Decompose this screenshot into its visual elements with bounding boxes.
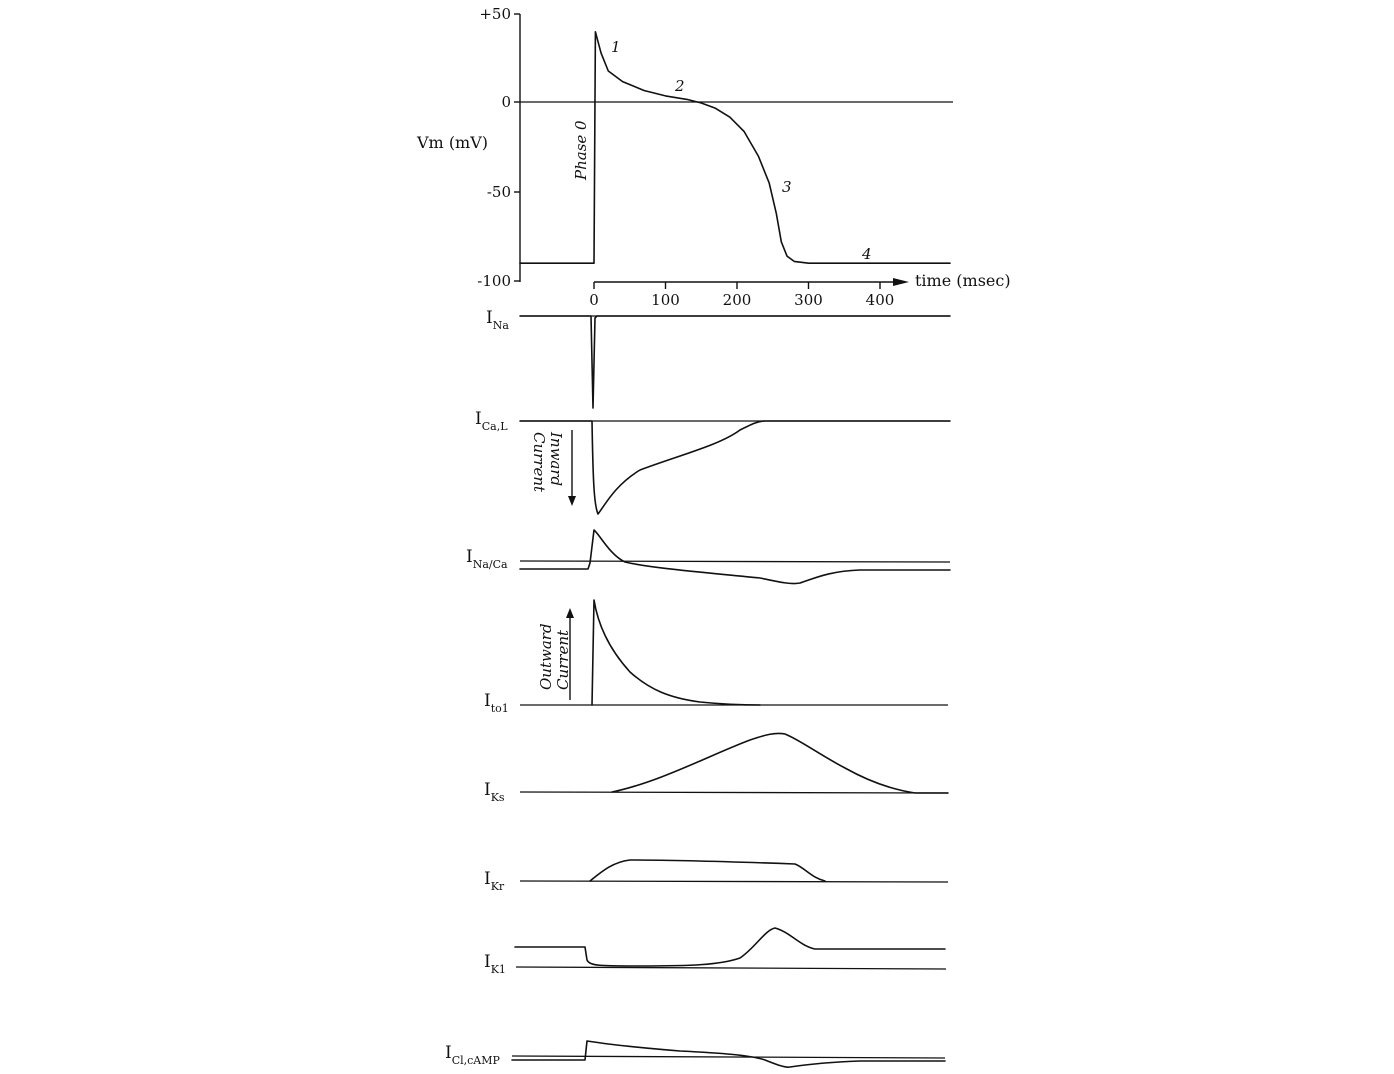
ina-trace [519, 315, 951, 409]
action-potential-trace [519, 31, 951, 264]
x-tick-label: 200 [723, 291, 752, 309]
ik1-trace [514, 927, 946, 967]
ito1-trace [591, 599, 761, 706]
current-label-iks: IKs [484, 780, 505, 804]
x-tick-label: 400 [866, 291, 895, 309]
iks-baseline [519, 791, 949, 794]
x-axis-label: time (msec) [915, 271, 1011, 290]
iclcamp-baseline [511, 1055, 946, 1059]
ap-panel: +50 0 -50 -100 Vm (mV) Phase 0 1 2 3 4 0… [416, 5, 1011, 309]
y-axis-label: Vm (mV) [416, 133, 488, 152]
current-label-ito1: Ito1 [484, 691, 509, 715]
phase-2-label: 2 [674, 77, 685, 95]
y-tick-label: 0 [501, 93, 511, 111]
current-label-ikr: IKr [484, 869, 505, 893]
iks-trace [611, 732, 949, 794]
outward-arrow-head [566, 608, 574, 618]
y-tick-label: -50 [487, 183, 511, 201]
y-tick-label: +50 [479, 5, 511, 23]
currents-panel: INa ICa,L Inward Current INa/Ca Outward … [445, 308, 951, 1068]
phase-0-label: Phase 0 [572, 120, 590, 181]
x-axis-arrow [893, 278, 909, 286]
current-label-ical: ICa,L [475, 409, 508, 433]
iclcamp-trace [511, 1040, 946, 1068]
current-label-inaca: INa/Ca [466, 547, 508, 571]
outward-current-label-2: Current [554, 629, 572, 690]
x-tick-label: 0 [589, 291, 599, 309]
x-tick-label: 300 [794, 291, 823, 309]
y-tick-label: -100 [477, 272, 511, 290]
ikr-baseline [519, 880, 949, 883]
inward-current-label-1: Inward [547, 431, 565, 486]
ik1-baseline [515, 966, 947, 970]
phase-1-label: 1 [611, 38, 621, 56]
phase-4-label: 4 [861, 245, 872, 263]
inward-arrow-head [568, 496, 576, 506]
ikr-trace [589, 859, 826, 882]
current-label-iclcamp: ICl,cAMP [445, 1043, 501, 1067]
current-label-ik1: IK1 [484, 952, 506, 976]
current-label-ina: INa [486, 308, 509, 332]
ical-trace [519, 420, 951, 515]
outward-current-label-1: Outward [537, 623, 555, 690]
phase-3-label: 3 [782, 178, 792, 196]
inaca-trace [519, 529, 951, 585]
x-ticks: 0 100 200 300 400 [589, 282, 894, 309]
inaca-zero-line [519, 560, 951, 563]
x-tick-label: 100 [651, 291, 680, 309]
inward-current-label-2: Current [530, 432, 548, 493]
